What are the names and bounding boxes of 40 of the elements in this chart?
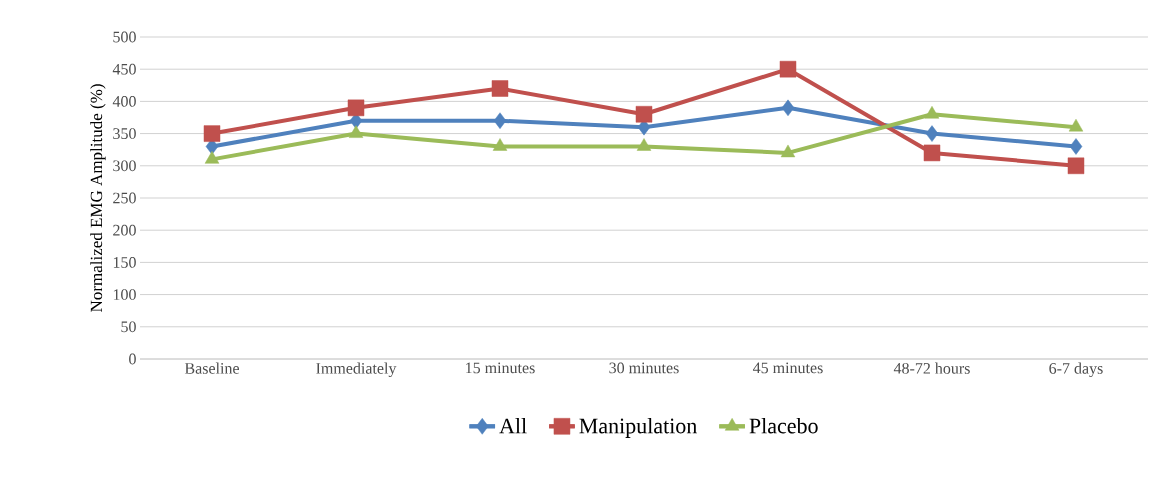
- point: [635, 106, 653, 123]
- point: [348, 125, 364, 138]
- x-tick-label: 6-7 days: [1049, 362, 1103, 378]
- y-tick-label: 400: [112, 96, 136, 107]
- point: [924, 106, 940, 119]
- legend-label: Manipulation: [579, 417, 697, 438]
- point: [491, 80, 509, 97]
- point: [1067, 157, 1085, 175]
- point: [925, 125, 939, 142]
- x-tick-label: 48-72 hours: [893, 362, 970, 374]
- y-tick-label: 0: [129, 353, 136, 365]
- legend-label: Placebo: [749, 417, 818, 434]
- x-tick-label: Baseline: [184, 362, 239, 374]
- y-tick-label: 200: [113, 224, 136, 236]
- y-tick-label: 50: [121, 321, 136, 333]
- point: [492, 138, 508, 151]
- point: [780, 144, 796, 158]
- x-tick-label: 45 minutes: [752, 362, 823, 374]
- y-tick-label: 150: [113, 257, 136, 268]
- y-tick-label: 100: [113, 289, 136, 300]
- y-tick-label: 300: [113, 160, 136, 172]
- point: [1068, 118, 1084, 132]
- y-axis-title: Normalized EMG Amplitude (%): [90, 84, 106, 312]
- point: [779, 60, 797, 78]
- x-tick-label: Immediately: [316, 362, 397, 378]
- y-tick-label: 500: [113, 31, 136, 43]
- y-tick-label: 450: [112, 63, 136, 75]
- point: [203, 125, 221, 142]
- y-tick-label: 350: [113, 128, 136, 139]
- x-tick-label: 30 minutes: [609, 362, 679, 374]
- point: [923, 144, 941, 162]
- point: [493, 112, 507, 129]
- point: [1069, 138, 1083, 155]
- legend-label: All: [499, 417, 527, 434]
- point: [347, 99, 365, 117]
- x-tick-label: 15 minutes: [466, 362, 535, 374]
- point: [636, 138, 652, 151]
- point: [781, 99, 795, 117]
- point: [204, 151, 220, 164]
- y-tick-label: 250: [113, 192, 136, 204]
